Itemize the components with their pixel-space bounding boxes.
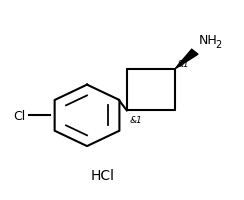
Text: Cl: Cl	[13, 109, 26, 122]
Text: NH: NH	[199, 34, 218, 47]
Text: &1: &1	[176, 59, 189, 68]
Text: 2: 2	[216, 40, 222, 50]
Polygon shape	[175, 50, 198, 69]
Text: HCl: HCl	[91, 168, 115, 182]
Text: &1: &1	[129, 116, 142, 125]
